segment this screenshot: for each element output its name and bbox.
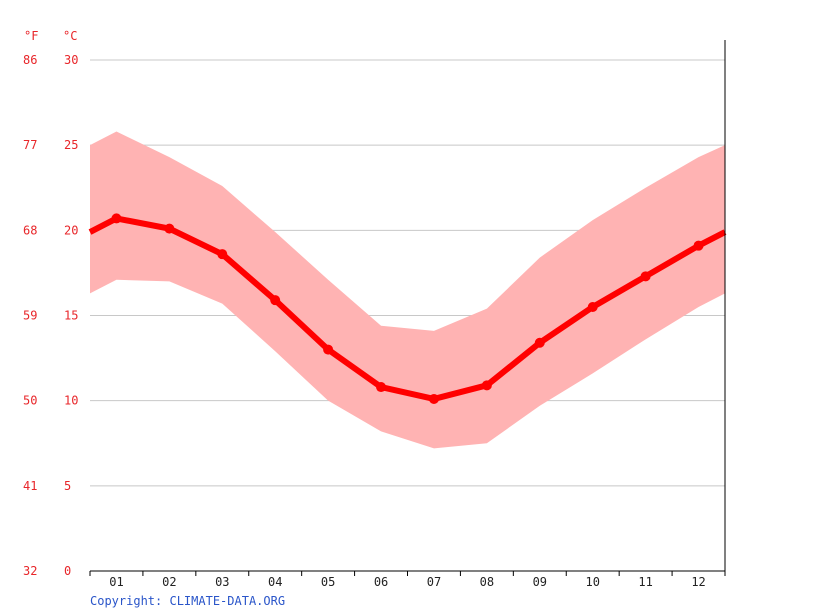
celsius-tick-label: 30: [64, 53, 78, 67]
celsius-tick-label: 15: [64, 309, 78, 323]
celsius-tick-label: 20: [64, 223, 78, 237]
month-label-08: 08: [480, 575, 494, 589]
data-point-02: [164, 223, 175, 234]
month-label-01: 01: [109, 575, 123, 589]
data-point-11: [640, 271, 651, 282]
celsius-tick-label: 25: [64, 138, 78, 152]
data-point-08: [481, 380, 492, 391]
mean-temperature-points: [111, 213, 704, 404]
fahrenheit-tick-label: 41: [23, 479, 37, 493]
celsius-unit-label: °C: [63, 29, 77, 43]
fahrenheit-tick-label: 59: [23, 309, 37, 323]
copyright-text: Copyright: CLIMATE-DATA.ORG: [90, 594, 286, 608]
fahrenheit-unit-label: °F: [24, 29, 38, 43]
fahrenheit-tick-label: 32: [23, 564, 37, 578]
x-axis-ticks: [89, 571, 726, 576]
data-point-05: [323, 344, 334, 355]
month-label-12: 12: [691, 575, 705, 589]
data-point-09: [534, 337, 545, 348]
data-point-12: [693, 240, 704, 251]
mean-temperature-line: [88, 215, 727, 402]
temperature-range-band: [90, 131, 725, 449]
data-point-04: [270, 295, 281, 306]
fahrenheit-tick-label: 77: [23, 138, 37, 152]
celsius-tick-label: 0: [64, 564, 71, 578]
data-point-06: [376, 382, 387, 393]
fahrenheit-tick-label: 68: [23, 223, 37, 237]
data-point-07: [428, 393, 439, 404]
fahrenheit-tick-label: 50: [23, 394, 37, 408]
month-label-05: 05: [321, 575, 335, 589]
celsius-tick-label: 5: [64, 479, 71, 493]
month-label-10: 10: [585, 575, 599, 589]
fahrenheit-tick-label: 86: [23, 53, 37, 67]
month-label-02: 02: [162, 575, 176, 589]
month-label-11: 11: [638, 575, 652, 589]
month-label-09: 09: [533, 575, 547, 589]
data-point-01: [111, 213, 122, 224]
month-label-06: 06: [374, 575, 388, 589]
celsius-tick-label: 10: [64, 394, 78, 408]
month-label-03: 03: [215, 575, 229, 589]
month-label-04: 04: [268, 575, 282, 589]
month-label-07: 07: [427, 575, 441, 589]
data-point-10: [587, 301, 598, 312]
data-point-03: [217, 249, 228, 260]
